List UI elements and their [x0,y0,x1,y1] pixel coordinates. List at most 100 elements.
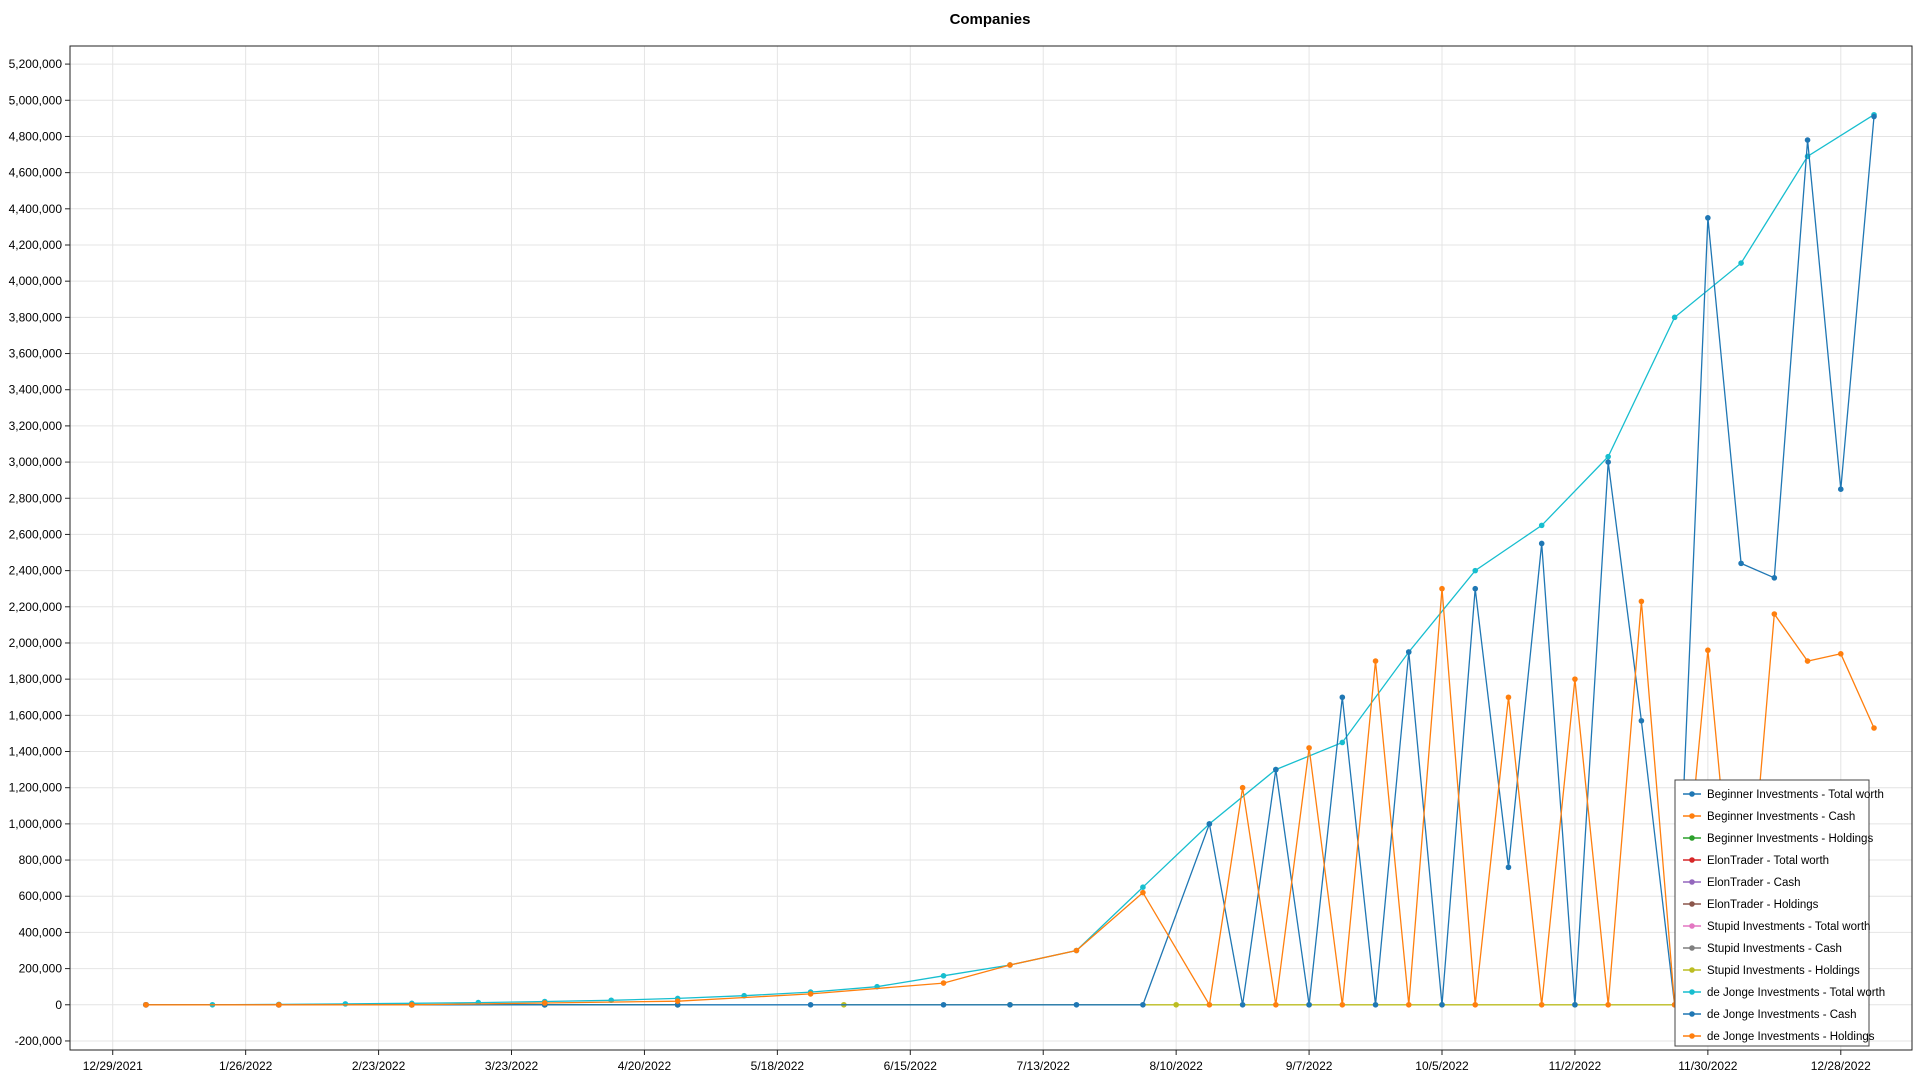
data-point [1439,1001,1445,1008]
data-point [409,1001,415,1008]
data-point [342,1001,349,1007]
legend-box [1674,779,1870,1047]
data-point [1206,821,1213,827]
data-point [940,973,947,979]
legend-item[interactable]: de Jonge Investments - Cash [1683,1009,1857,1021]
data-point [1007,1001,1013,1008]
data-point [143,1001,149,1008]
data-point [1804,658,1811,664]
x-tick-label: 4/20/2022 [618,1059,672,1073]
axes: -200,000 0 200,000 400,000 600,000 800,000 1,0… [9,45,1913,1073]
x-tick-label: 6/15/2022 [884,1059,938,1073]
legend-item[interactable]: de Jonge Investments - Holdings [1683,1031,1875,1043]
legend-swatch-marker [1689,1033,1695,1039]
y-tick-label: 600,000 [19,889,63,903]
series-line [146,116,1875,1006]
y-tick-label: 3,200,000 [9,419,63,433]
y-tick-label: 4,800,000 [9,129,63,143]
y-tick-label: 2,800,000 [9,491,63,505]
data-point [1638,598,1645,605]
legend[interactable]: Beginner Investments - Total worth Beginn… [1674,779,1885,1047]
data-point [1073,1001,1080,1008]
data-point [1007,962,1013,968]
y-tick-label: 3,800,000 [9,310,63,324]
data-point [1837,486,1844,493]
y-tick-label: 800,000 [19,853,63,867]
data-point [1738,560,1744,567]
data-point [1306,1001,1312,1008]
series-layer [143,111,1877,1008]
x-tick-label: 2/23/2022 [352,1059,406,1073]
data-point [1140,1001,1146,1008]
legend-label: de Jonge Investments - Total worth [1707,987,1885,999]
data-point [1273,766,1279,773]
series-9 [143,111,1877,1008]
data-point [1472,585,1479,592]
series-line [146,588,1875,1007]
x-tick-label: 9/7/2022 [1286,1059,1333,1073]
data-point [1472,567,1479,574]
legend-item[interactable]: ElonTrader - Cash [1683,877,1801,889]
x-tick-label: 8/10/2022 [1149,1059,1203,1073]
data-point [1738,260,1744,266]
legend-item[interactable]: Stupid Investments - Cash [1683,943,1842,955]
data-point [1372,1001,1379,1008]
y-tick-label: 5,200,000 [9,57,63,71]
chart-title: Companies [950,11,1031,28]
x-tick-label: 11/2/2022 [1549,1059,1602,1073]
data-point [541,1000,548,1006]
data-point [1372,658,1379,664]
x-tick-label: 12/29/2021 [83,1059,143,1073]
data-point [940,980,947,986]
data-point [1605,453,1611,460]
data-point [1140,884,1146,890]
y-tick-label: 3,000,000 [9,455,63,469]
data-point [674,998,681,1004]
data-point [1306,745,1312,751]
legend-swatch-marker [1689,901,1695,907]
legend-label: de Jonge Investments - Cash [1707,1009,1857,1021]
x-tick-label: 3/23/2022 [485,1059,539,1073]
y-tick-label: 1,400,000 [9,745,63,759]
x-tick-label: 7/13/2022 [1017,1059,1071,1073]
y-tick-label: 2,600,000 [9,527,63,541]
data-point [807,991,814,997]
y-tick-label: 1,800,000 [9,672,63,686]
data-point [1239,1001,1246,1008]
data-point [1339,1001,1346,1008]
legend-item[interactable]: Beginner Investments - Holdings [1683,833,1873,845]
legend-item[interactable]: ElonTrader - Holdings [1683,899,1819,911]
data-point [1837,651,1844,657]
data-point [1505,864,1512,871]
legend-item[interactable]: ElonTrader - Total worth [1683,855,1829,867]
series-11 [143,585,1877,1008]
y-tick-label: 1,000,000 [9,817,63,831]
data-point [1173,1001,1179,1008]
legend-item[interactable]: de Jonge Investments - Total worth [1683,987,1885,999]
data-point [1140,889,1146,896]
legend-label: Beginner Investments - Holdings [1707,833,1873,845]
y-tick-label: 5,000,000 [9,93,63,107]
data-point [1339,739,1346,746]
data-point [1605,459,1611,465]
series-line [146,114,1875,1006]
y-tick-label: -200,000 [15,1034,63,1048]
data-point [1538,522,1545,529]
legend-label: de Jonge Investments - Holdings [1707,1031,1875,1043]
data-point [1505,694,1512,701]
data-point [1572,676,1578,682]
grid [70,46,1912,1050]
legend-swatch-marker [1689,879,1695,885]
x-tick-label: 5/18/2022 [751,1059,805,1073]
y-tick-label: 1,200,000 [9,781,63,795]
legend-swatch-marker [1689,857,1695,863]
data-point [1671,314,1678,321]
legend-item[interactable]: Beginner Investments - Total worth [1683,789,1884,801]
legend-item[interactable]: Stupid Investments - Total worth [1683,921,1870,933]
data-point [1705,647,1711,654]
legend-item[interactable]: Beginner Investments - Cash [1683,811,1855,823]
data-point [1239,784,1246,791]
y-tick-label: 0 [55,998,62,1012]
legend-item[interactable]: Stupid Investments - Holdings [1683,965,1860,977]
data-point [1771,611,1778,617]
